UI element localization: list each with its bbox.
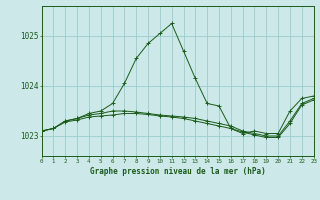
X-axis label: Graphe pression niveau de la mer (hPa): Graphe pression niveau de la mer (hPa)	[90, 167, 266, 176]
